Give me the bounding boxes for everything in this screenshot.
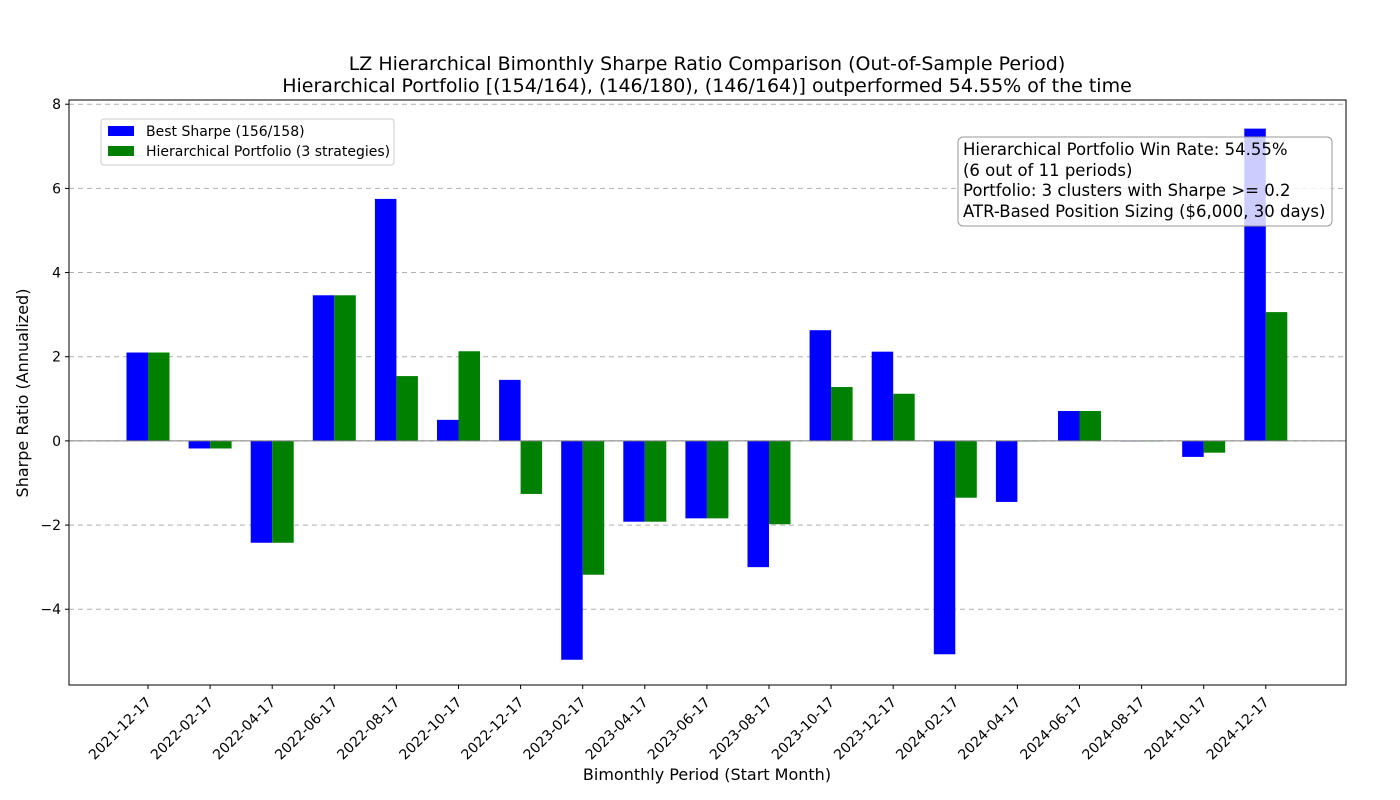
bar-hierarchical-2024-06-17 [1079, 411, 1101, 441]
x-tick-label: 2024-08-17 [1080, 695, 1149, 764]
x-tick-label: 2023-12-17 [831, 695, 900, 764]
bar-hierarchical-2022-02-17 [210, 440, 232, 449]
y-tick-label: 4 [52, 266, 61, 282]
info-line-periods: (6 out of 11 periods) [963, 161, 1132, 180]
bar-best-sharpe-2024-02-17 [933, 440, 956, 655]
y-tick-label: 8 [52, 97, 61, 113]
info-box-frame [957, 136, 1333, 227]
legend-swatch-hierarchical [108, 146, 134, 156]
y-tick-label: 2 [52, 350, 61, 366]
y-tick-label: −4 [40, 602, 61, 618]
bar-best-sharpe-2022-04-17 [250, 440, 273, 543]
info-box: Hierarchical Portfolio Win Rate: 54.55% … [957, 136, 1333, 227]
legend-label-best-sharpe: Best Sharpe (156/158) [146, 124, 305, 140]
bar-hierarchical-2024-12-17 [1265, 312, 1288, 441]
bar-best-sharpe-2023-04-17 [623, 440, 645, 522]
bar-best-sharpe-2024-06-17 [1058, 411, 1080, 441]
x-tick-label: 2022-08-17 [334, 695, 403, 764]
bar-best-sharpe-2024-04-17 [995, 440, 1018, 502]
bar-best-sharpe-2023-12-17 [871, 351, 894, 441]
x-tick-label: 2024-04-17 [955, 695, 1024, 764]
bar-best-sharpe-2022-06-17 [312, 295, 335, 441]
y-tick-label: 0 [52, 434, 61, 450]
x-tick-label: 2022-04-17 [210, 695, 279, 764]
bar-best-sharpe-2023-08-17 [747, 440, 769, 568]
info-line-sizing: ATR-Based Position Sizing ($6,000, 30 da… [963, 202, 1325, 221]
bar-best-sharpe-2022-02-17 [188, 440, 211, 449]
y-axis: −4 −2 0 2 4 6 8 [40, 97, 69, 618]
x-tick-label: 2023-10-17 [769, 695, 838, 764]
bar-hierarchical-2023-02-17 [582, 440, 605, 575]
x-tick-label: 2024-12-17 [1204, 695, 1273, 764]
bar-hierarchical-2023-08-17 [769, 440, 791, 525]
legend-label-hierarchical: Hierarchical Portfolio (3 strategies) [146, 144, 390, 160]
x-tick-label: 2023-02-17 [521, 695, 590, 764]
x-tick-label: 2024-10-17 [1142, 695, 1211, 764]
x-tick-label: 2023-08-17 [707, 695, 776, 764]
bar-hierarchical-2022-12-17 [520, 440, 543, 494]
bar-best-sharpe-2024-10-17 [1182, 440, 1204, 457]
info-line-portfolio: Portfolio: 3 clusters with Sharpe >= 0.2 [963, 181, 1290, 200]
y-tick-label: 6 [52, 181, 61, 197]
bar-hierarchical-2024-02-17 [955, 440, 977, 498]
legend: Best Sharpe (156/158) Hierarchical Portf… [100, 118, 395, 166]
x-tick-label: 2023-06-17 [645, 695, 714, 764]
x-tick-label: 2023-04-17 [583, 695, 652, 764]
chart-title: LZ Hierarchical Bimonthly Sharpe Ratio C… [349, 53, 1066, 75]
bar-best-sharpe-2022-12-17 [499, 379, 521, 441]
bar-hierarchical-2021-12-17 [148, 352, 170, 441]
legend-swatch-best-sharpe [108, 126, 134, 136]
bar-hierarchical-2022-04-17 [272, 440, 294, 543]
bar-best-sharpe-2022-08-17 [374, 198, 397, 441]
bar-best-sharpe-2023-06-17 [685, 440, 707, 519]
info-line-win-rate: Hierarchical Portfolio Win Rate: 54.55% [963, 140, 1288, 159]
bar-best-sharpe-2021-12-17 [126, 352, 148, 441]
bar-hierarchical-2022-08-17 [396, 376, 418, 441]
legend-frame [100, 118, 395, 166]
bar-hierarchical-2023-06-17 [706, 440, 729, 519]
x-tick-label: 2024-02-17 [893, 695, 962, 764]
x-tick-label: 2021-12-17 [86, 695, 155, 764]
bar-best-sharpe-2022-10-17 [437, 419, 459, 441]
chart-subtitle: Hierarchical Portfolio [(154/164), (146/… [282, 75, 1132, 97]
x-tick-label: 2024-06-17 [1017, 695, 1086, 764]
bar-hierarchical-2022-06-17 [334, 295, 356, 441]
x-tick-label: 2022-12-17 [459, 695, 528, 764]
bar-hierarchical-2023-04-17 [644, 440, 667, 522]
bar-best-sharpe-2023-02-17 [561, 440, 583, 660]
x-axis: 2021-12-172022-02-172022-04-172022-06-17… [86, 685, 1273, 763]
x-axis-label: Bimonthly Period (Start Month) [583, 765, 831, 784]
bar-hierarchical-2024-10-17 [1203, 440, 1226, 453]
bar-hierarchical-2023-10-17 [831, 387, 853, 441]
plot-frame [68, 99, 1347, 686]
x-tick-label: 2022-02-17 [148, 695, 217, 764]
bar-hierarchical-2023-12-17 [893, 393, 915, 441]
bar-best-sharpe-2023-10-17 [809, 330, 832, 441]
bar-hierarchical-2022-10-17 [458, 351, 480, 441]
x-tick-label: 2022-06-17 [272, 695, 341, 764]
y-tick-label: −2 [40, 518, 61, 534]
y-axis-label: Sharpe Ratio (Annualized) [13, 289, 32, 498]
x-tick-label: 2022-10-17 [396, 695, 465, 764]
